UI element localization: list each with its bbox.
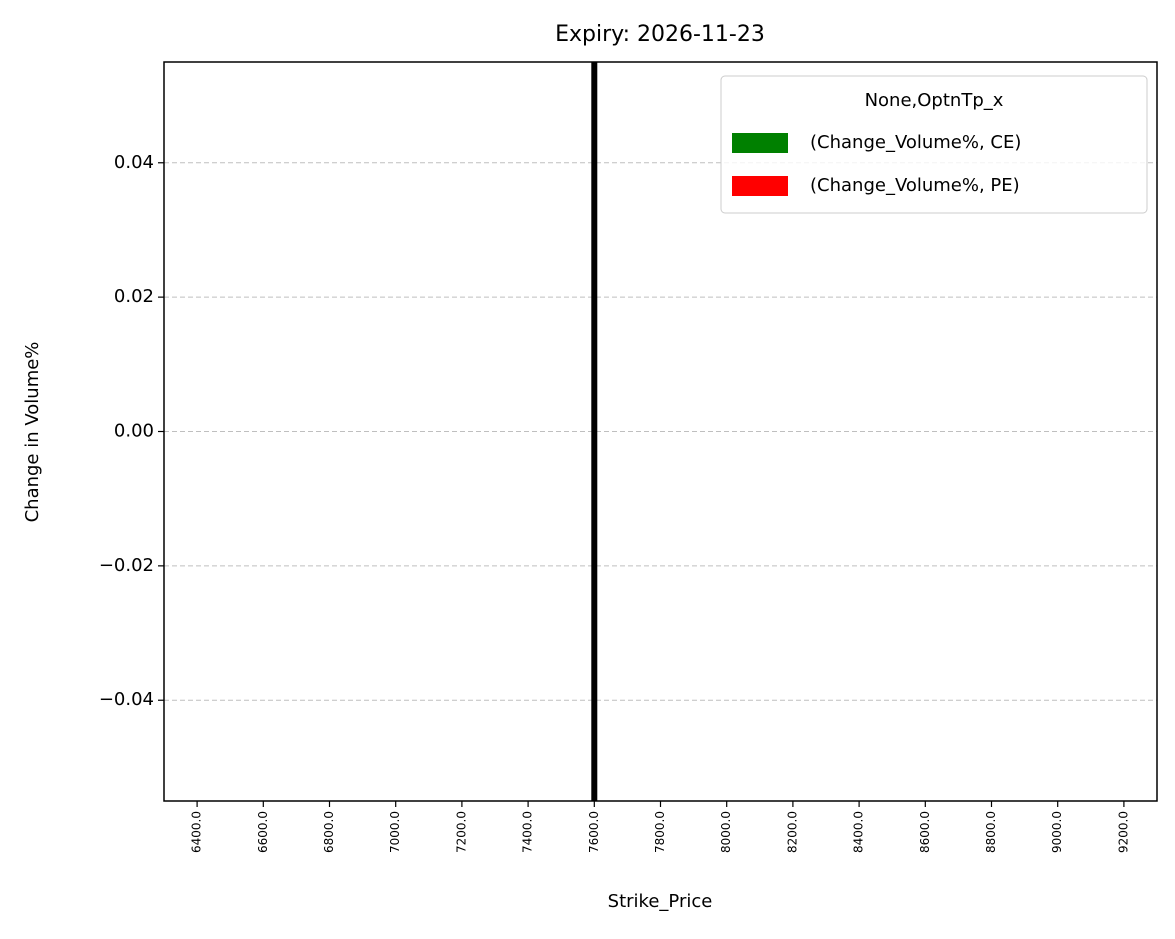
y-tick-label: 0.02 (114, 286, 154, 307)
legend: None,OptnTp_x (Change_Volume%, CE) (Change… (720, 75, 1148, 214)
x-tick-label: 8800.0 (984, 811, 998, 853)
y-tick-label: −0.02 (99, 555, 154, 576)
x-tick-label: 6600.0 (256, 811, 270, 853)
chart-title: Expiry: 2026-11-23 (555, 22, 765, 47)
y-tick-label: −0.04 (99, 689, 154, 710)
x-tick-label: 6800.0 (322, 811, 336, 853)
x-axis-label: Strike_Price (608, 891, 713, 912)
x-tick-label: 6400.0 (190, 811, 204, 853)
y-axis-label: Change in Volume% (22, 342, 43, 523)
x-tick-label: 7200.0 (454, 811, 468, 853)
x-tick-label: 9000.0 (1050, 811, 1064, 853)
legend-title: None,OptnTp_x (865, 90, 1004, 111)
legend-swatch (732, 133, 788, 153)
legend-box (720, 75, 1148, 214)
y-tick-label: 0.04 (114, 152, 154, 173)
x-tick-label: 8000.0 (719, 811, 733, 853)
legend-label: (Change_Volume%, PE) (810, 175, 1020, 196)
x-tick-label: 9200.0 (1116, 811, 1130, 853)
legend-swatch (732, 176, 788, 196)
x-tick-label: 8200.0 (785, 811, 799, 853)
x-tick-label: 8400.0 (852, 811, 866, 853)
legend-label: (Change_Volume%, CE) (810, 132, 1021, 153)
x-tick-label: 7000.0 (388, 811, 402, 853)
x-tick-label: 7400.0 (521, 811, 535, 853)
x-tick-label: 7600.0 (587, 811, 601, 853)
x-tick-label: 8600.0 (918, 811, 932, 853)
y-tick-label: 0.00 (114, 421, 154, 442)
x-tick-label: 7800.0 (653, 811, 667, 853)
plot-frame (163, 61, 1158, 802)
